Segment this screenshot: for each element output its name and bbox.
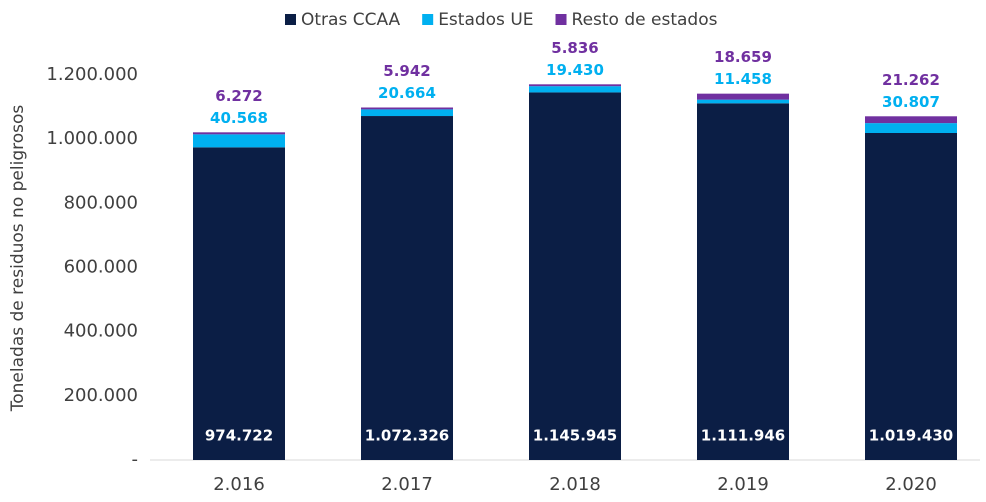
data-label: 5.836 [551, 39, 598, 57]
bar-segment [361, 107, 453, 110]
data-label: 19.430 [546, 61, 604, 79]
y-tick-label: - [132, 449, 139, 470]
y-tick-label: 600.000 [64, 257, 138, 278]
legend-label: Resto de estados [572, 10, 718, 30]
x-tick-label: 2.016 [213, 474, 265, 495]
bar-segment [193, 132, 285, 135]
bar-segment [697, 93, 789, 100]
y-tick-label: 1.200.000 [46, 64, 138, 85]
legend-swatch [285, 14, 296, 25]
x-tick-label: 2.020 [885, 474, 937, 495]
legend-swatch [555, 14, 567, 25]
data-label: 1.145.945 [533, 427, 617, 445]
bar-segment [865, 116, 957, 124]
bar-segment [697, 99, 789, 104]
data-label: 21.262 [882, 71, 940, 89]
y-tick-label: 800.000 [64, 192, 138, 213]
bar-segment [361, 109, 453, 117]
y-tick-label: 200.000 [64, 385, 138, 406]
data-label: 1.072.326 [365, 427, 449, 445]
y-tick-label: 1.000.000 [46, 128, 138, 149]
data-label: 11.458 [714, 70, 772, 88]
y-tick-label: 400.000 [64, 321, 138, 342]
data-label: 6.272 [215, 87, 262, 105]
x-tick-label: 2.017 [381, 474, 433, 495]
bar-segment [361, 116, 453, 460]
bar-segment [529, 84, 621, 87]
bar-segment [193, 134, 285, 148]
legend-label: Otras CCAA [301, 10, 401, 30]
data-label: 1.111.946 [701, 427, 785, 445]
data-label: 18.659 [714, 48, 772, 66]
bar-segment [529, 86, 621, 93]
x-tick-label: 2.018 [549, 474, 601, 495]
bar-segment [193, 147, 285, 460]
y-axis-label: Toneladas de residuos no peligrosos [8, 105, 28, 413]
data-label: 974.722 [205, 427, 273, 445]
data-label: 30.807 [882, 93, 940, 111]
x-tick-label: 2.019 [717, 474, 769, 495]
data-label: 40.568 [210, 109, 268, 127]
bar-segment [865, 132, 957, 460]
data-label: 20.664 [378, 84, 436, 102]
bar-segment [865, 123, 957, 133]
data-label: 5.942 [383, 62, 430, 80]
data-label: 1.019.430 [869, 427, 953, 445]
bar-segment [697, 103, 789, 461]
legend-label: Estados UE [438, 10, 533, 30]
legend-swatch [422, 14, 434, 25]
bar-segment [529, 92, 621, 460]
